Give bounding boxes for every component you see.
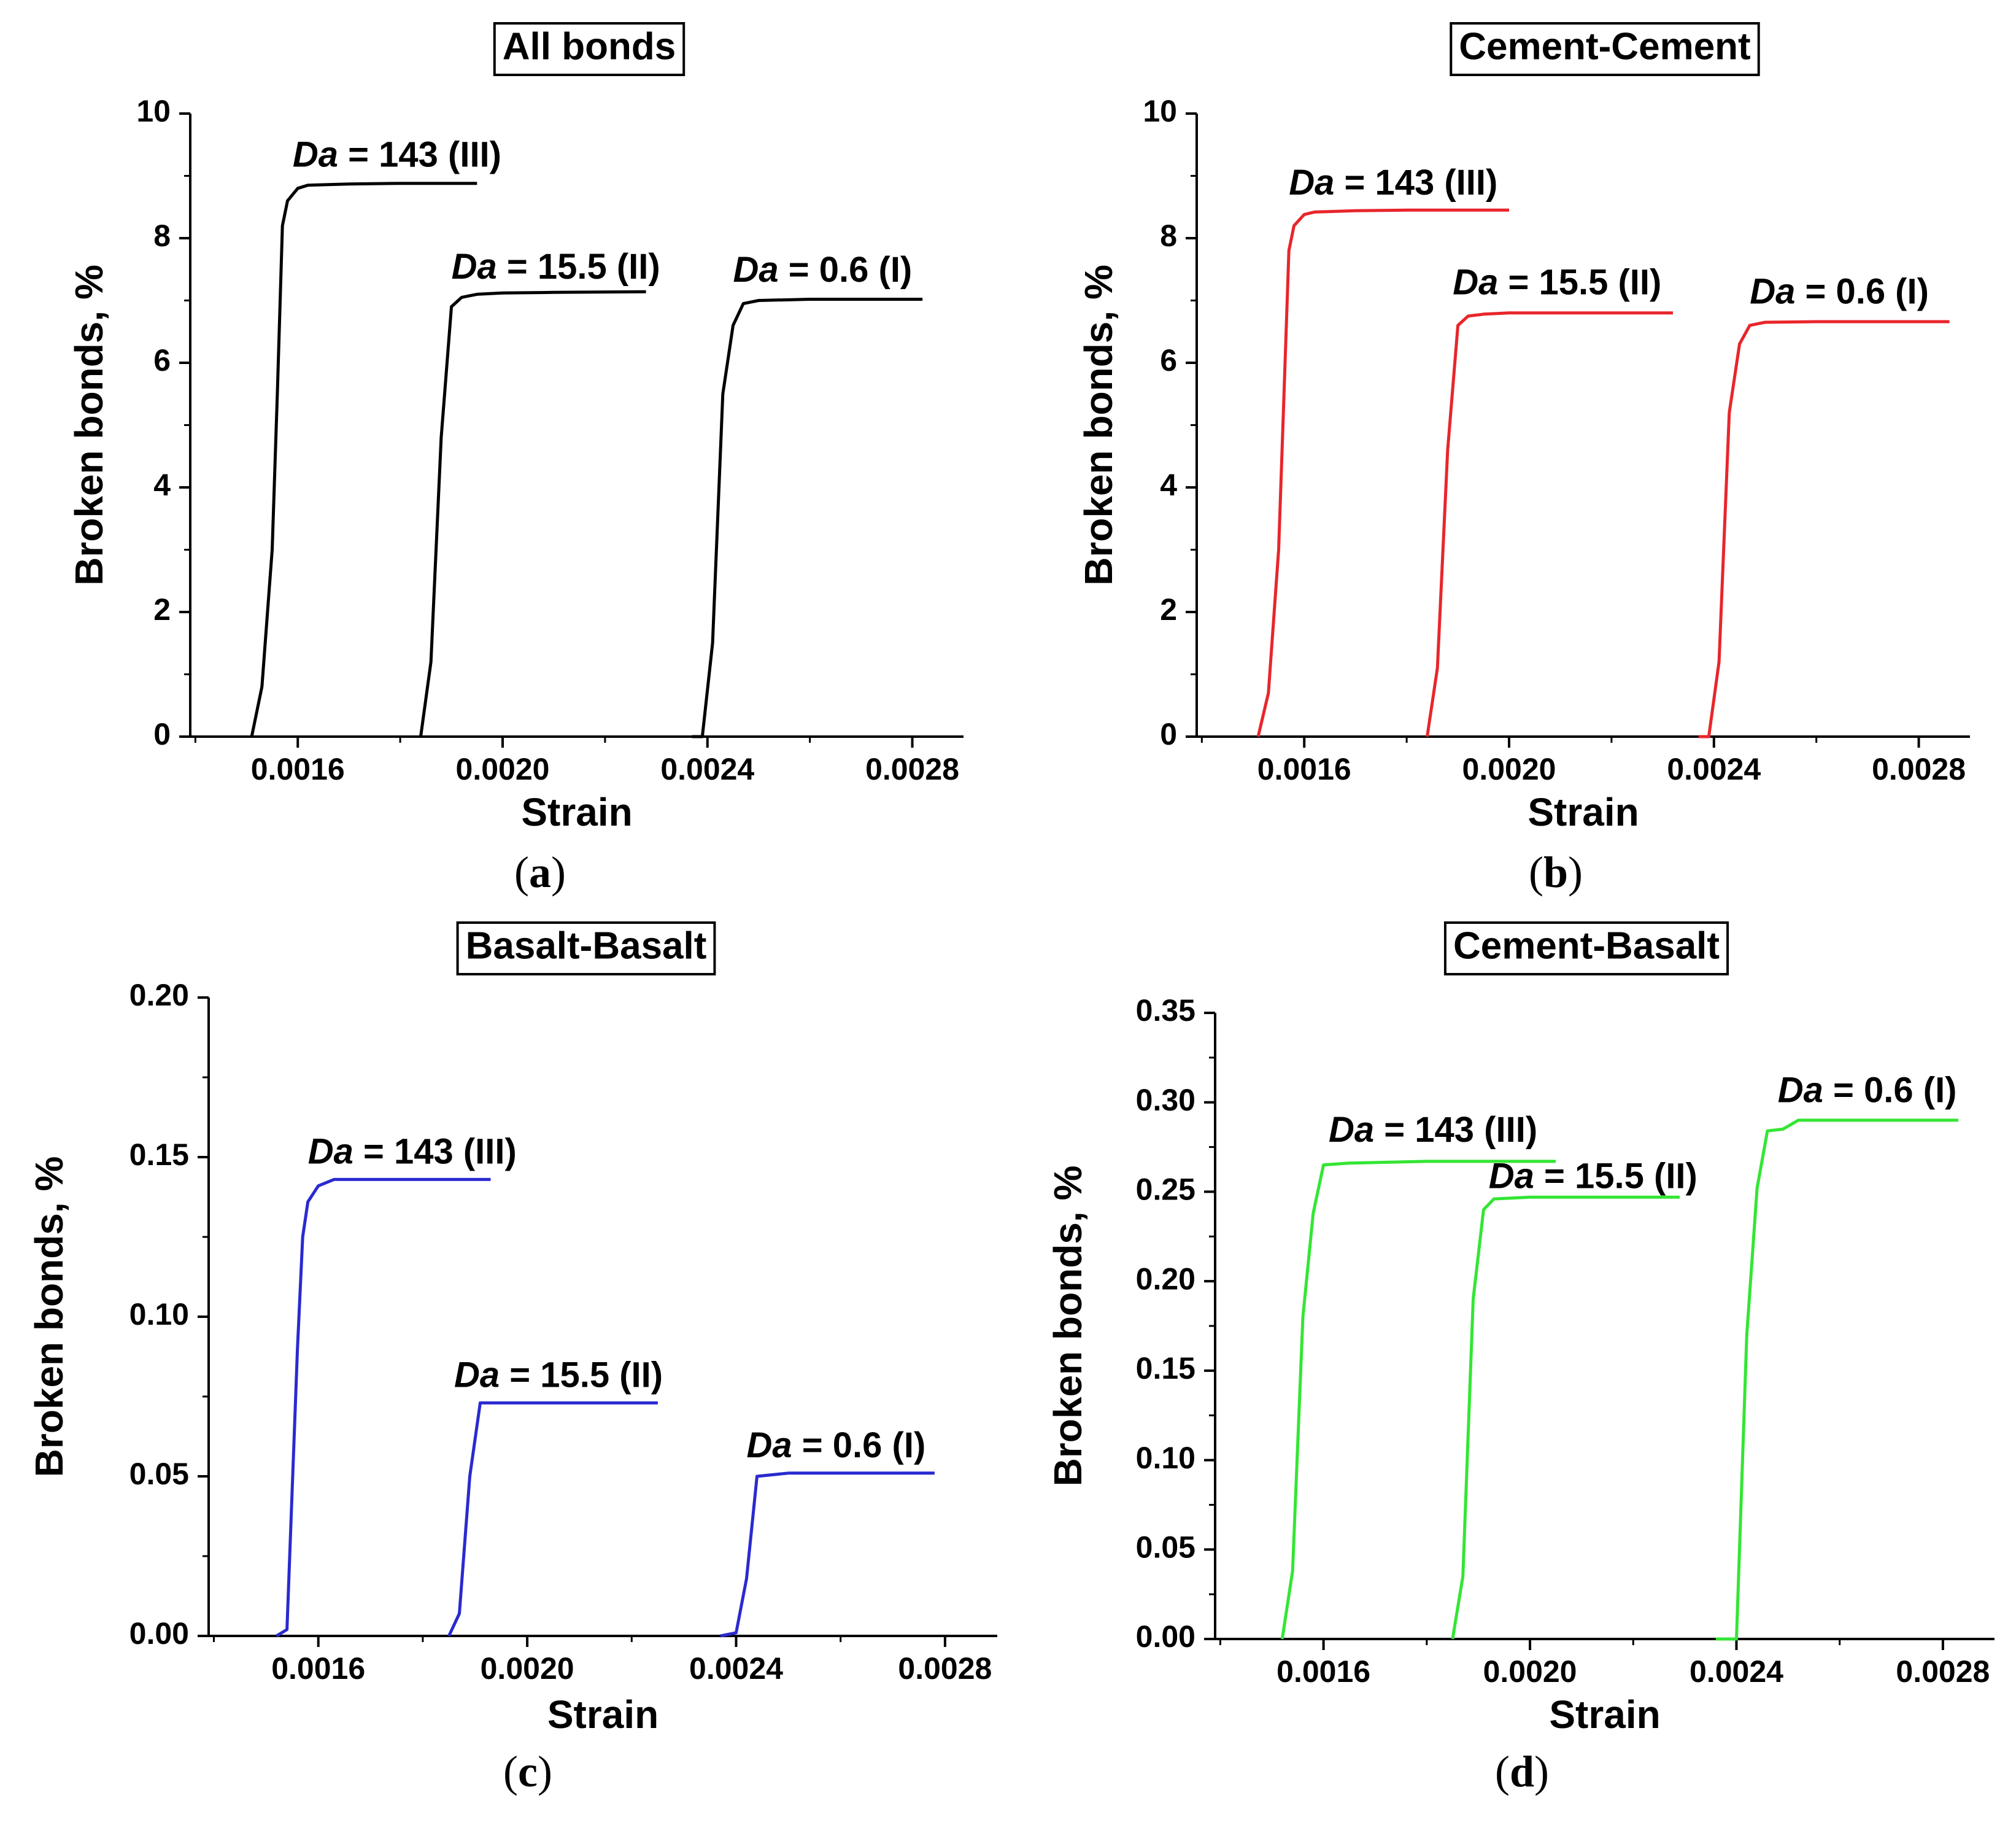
chart-panel-a: All bonds 0 2 4 6 8 10 0.0016 0.0020 0.0024 0.0028… <box>67 22 964 897</box>
chart-title: All bonds <box>503 25 676 68</box>
x-tick-label: 0.0024 <box>1667 752 1761 786</box>
y-tick-label: 4 <box>153 468 171 502</box>
x-tick-label: 0.0016 <box>1257 752 1351 786</box>
y-tick-label: 2 <box>1160 592 1177 627</box>
chart-title: Cement-Cement <box>1459 25 1750 68</box>
y-tick-label: 0.15 <box>129 1137 189 1172</box>
y-tick-label: 8 <box>153 219 171 253</box>
series-label: Da = 0.6 (I) <box>1750 272 1929 312</box>
series-line <box>720 1471 935 1638</box>
series-line <box>1256 208 1509 737</box>
series-label: Da = 15.5 (II) <box>1453 262 1661 302</box>
series-line <box>276 1177 491 1638</box>
panel-letter: a <box>529 848 551 897</box>
y-tick-label: 6 <box>1160 343 1177 378</box>
panel-letter: b <box>1543 848 1568 897</box>
y-axis-label: Broken bonds, % <box>27 1157 71 1478</box>
chart-title: Cement-Basalt <box>1453 924 1720 967</box>
y-tick-label: 0.20 <box>1136 1261 1195 1296</box>
panel-label: (a) <box>514 848 566 897</box>
series-label: Da = 0.6 (I) <box>733 250 913 290</box>
panel-label: (d) <box>1495 1747 1549 1796</box>
x-axis-label: Strain <box>1527 790 1639 834</box>
chart-title-box <box>493 22 686 76</box>
y-tick-label: 0 <box>1160 717 1177 751</box>
series-line <box>1426 311 1673 737</box>
series-line <box>1715 1118 1959 1641</box>
panel-label: (c) <box>503 1747 552 1796</box>
y-tick-label: 0 <box>153 717 171 751</box>
series-line <box>1698 320 1950 738</box>
series-label: Da = 0.6 (I) <box>747 1425 926 1465</box>
y-tick-label: 0.05 <box>129 1457 189 1491</box>
x-tick-label: 0.0024 <box>1690 1654 1783 1689</box>
series-label: Da = 15.5 (II) <box>452 247 660 287</box>
y-tick-label: 8 <box>1160 219 1177 253</box>
y-axis-label: Broken bonds, % <box>67 265 111 586</box>
y-axis-label: Broken bonds, % <box>1076 265 1121 586</box>
x-tick-label: 0.0024 <box>689 1651 783 1686</box>
chart-title-box <box>1443 921 1729 975</box>
series-line <box>1451 1195 1680 1640</box>
series-line <box>1280 1160 1556 1640</box>
series-label: Da = 143 (III) <box>293 134 501 174</box>
y-tick-label: 0.10 <box>1136 1441 1195 1475</box>
y-tick-label: 0.30 <box>1136 1083 1195 1117</box>
series-label: Da = 143 (III) <box>1329 1110 1537 1150</box>
x-tick-label: 0.0028 <box>865 752 959 786</box>
chart-panel-d: Cement-Basalt 0.00 0.05 0.10 0.15 0.20 0.25 0.3… <box>1046 921 1995 1796</box>
x-tick-label: 0.0028 <box>1896 1654 1990 1689</box>
x-tick-label: 0.0016 <box>271 1651 365 1686</box>
x-tick-label: 0.0020 <box>481 1651 574 1686</box>
series-label: Da = 0.6 (I) <box>1778 1071 1957 1110</box>
x-tick-label: 0.0016 <box>1276 1654 1370 1689</box>
x-tick-label: 0.0028 <box>898 1651 992 1686</box>
x-tick-label: 0.0020 <box>1483 1654 1577 1689</box>
y-tick-label: 0.25 <box>1136 1172 1195 1207</box>
series-line <box>692 298 923 738</box>
y-tick-label: 0.00 <box>129 1616 189 1651</box>
y-axis-label: Broken bonds, % <box>1046 1166 1090 1487</box>
series-label: Da = 143 (III) <box>308 1131 517 1171</box>
y-tick-label: 2 <box>153 592 171 627</box>
x-tick-label: 0.0016 <box>251 752 345 786</box>
y-tick-label: 10 <box>136 94 171 128</box>
chart-panel-c: Basalt-Basalt 0.00 0.05 0.10 0.15 0.20 0.0016 0… <box>27 921 997 1796</box>
chart-title-box <box>1450 22 1760 76</box>
y-tick-label: 0.10 <box>129 1297 189 1331</box>
series-line <box>250 182 477 737</box>
panel-label: (b) <box>1529 848 1583 897</box>
x-tick-label: 0.0020 <box>456 752 550 786</box>
x-axis-label: Strain <box>1549 1692 1660 1737</box>
x-axis-label: Strain <box>521 790 632 834</box>
y-tick-label: 6 <box>153 343 171 378</box>
chart-title: Basalt-Basalt <box>466 924 707 967</box>
x-tick-label: 0.0020 <box>1462 752 1556 786</box>
x-axis-label: Strain <box>547 1692 658 1737</box>
chart-title-box <box>456 921 716 975</box>
y-tick-label: 10 <box>1143 94 1177 128</box>
series-line <box>447 1401 658 1637</box>
series-label: Da = 15.5 (II) <box>454 1355 663 1395</box>
y-tick-label: 0.05 <box>1136 1530 1195 1564</box>
y-tick-label: 4 <box>1160 468 1177 502</box>
series-label: Da = 143 (III) <box>1289 163 1497 203</box>
y-tick-label: 0.35 <box>1136 993 1195 1028</box>
y-tick-label: 0.15 <box>1136 1351 1195 1385</box>
series-label: Da = 15.5 (II) <box>1489 1157 1697 1196</box>
y-tick-label: 0.00 <box>1136 1619 1195 1654</box>
x-tick-label: 0.0028 <box>1872 752 1966 786</box>
chart-panel-b: Cement-Cement 0 2 4 6 8 10 0.0016 0.0020 0.0024 0.… <box>1076 22 1970 897</box>
series-line <box>419 290 646 737</box>
x-tick-label: 0.0024 <box>660 752 754 786</box>
panel-letter: d <box>1510 1747 1534 1796</box>
panel-letter: c <box>518 1747 538 1796</box>
y-tick-label: 0.20 <box>129 978 189 1012</box>
